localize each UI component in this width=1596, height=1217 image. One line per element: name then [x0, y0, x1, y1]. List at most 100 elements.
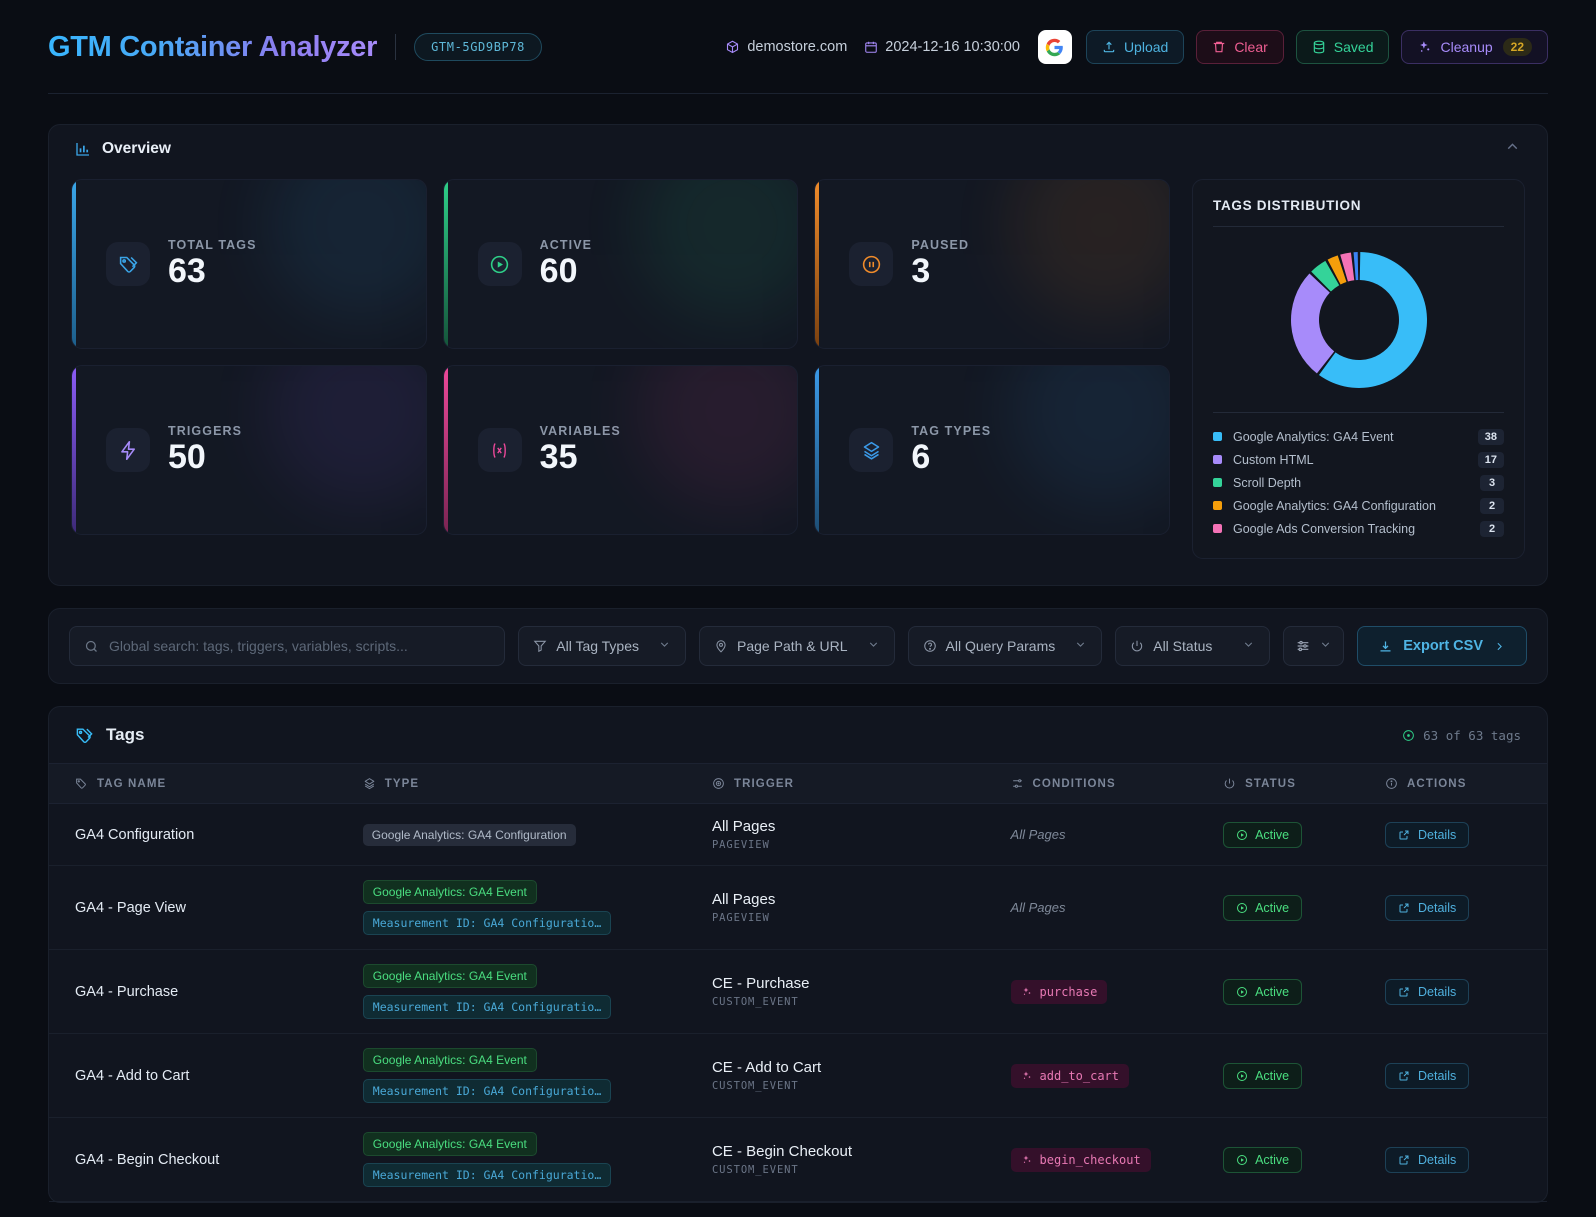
- stat-card-paused[interactable]: PAUSED 3: [814, 179, 1170, 349]
- cell-trigger: CE - Purchase CUSTOM_EVENT: [711, 949, 1011, 1034]
- app-header: GTM Container Analyzer GTM-5GD9BP78 demo…: [0, 0, 1596, 94]
- donut-slice: [1290, 272, 1334, 373]
- power-icon: [1130, 639, 1144, 653]
- tag-name-text: GA4 - Begin Checkout: [75, 1151, 220, 1168]
- overview-body: TOTAL TAGS 63 ACTIVE 60: [49, 173, 1547, 585]
- stat-card-tag-types[interactable]: TAG TYPES 6: [814, 365, 1170, 535]
- stat-value: 35: [539, 438, 578, 477]
- type-badge: Google Analytics: GA4 Event: [362, 1132, 537, 1156]
- cleanup-button[interactable]: Cleanup 22: [1401, 30, 1548, 64]
- filter-label: Page Path & URL: [737, 638, 848, 654]
- stat-card-active[interactable]: ACTIVE 60: [442, 179, 799, 349]
- cell-status: Active: [1223, 803, 1386, 866]
- status-badge[interactable]: Active: [1223, 978, 1303, 1005]
- trigger-type: CUSTOM_EVENT: [711, 996, 799, 1008]
- cell-status: Active: [1223, 865, 1386, 950]
- details-button[interactable]: Details: [1385, 1146, 1470, 1173]
- type-badge: Google Analytics: GA4 Configuration: [362, 823, 576, 846]
- stat-card-variables[interactable]: VARIABLES 35: [442, 365, 799, 535]
- table-row[interactable]: GA4 - Begin Checkout Google Analytics: GA…: [49, 1117, 1547, 1202]
- cell-type: Google Analytics: GA4 Event Measurement I…: [362, 1033, 712, 1118]
- table-row[interactable]: GA4 - Purchase Google Analytics: GA4 Even…: [49, 949, 1547, 1034]
- col-trigger[interactable]: TRIGGER: [711, 763, 1011, 804]
- upload-label: Upload: [1123, 39, 1169, 55]
- chevron-up-icon[interactable]: [1504, 138, 1521, 160]
- cell-status: Active: [1223, 1033, 1386, 1118]
- cell-type: Google Analytics: GA4 Event Measurement I…: [362, 865, 712, 950]
- details-button[interactable]: Details: [1385, 821, 1470, 848]
- saved-button[interactable]: Saved: [1295, 30, 1390, 64]
- filter-label: All Tag Types: [556, 638, 640, 654]
- col-conditions[interactable]: CONDITIONS: [1010, 763, 1224, 804]
- tag-icon: [75, 726, 94, 745]
- layers-icon: [363, 777, 376, 790]
- site-meta: demostore.com: [725, 39, 847, 55]
- external-link-icon: [1398, 1070, 1410, 1082]
- col-actions[interactable]: ACTIONS: [1385, 763, 1547, 804]
- tags-panel: Tags 63 of 63 tags: [48, 706, 1548, 1203]
- filter-query-params[interactable]: All Query Params: [907, 626, 1103, 666]
- table-row[interactable]: GA4 - Add to Cart Google Analytics: GA4 E…: [49, 1033, 1547, 1118]
- search-input[interactable]: [109, 638, 491, 654]
- title-divider: [395, 34, 397, 60]
- status-badge[interactable]: Active: [1223, 1146, 1303, 1173]
- trash-icon: [1212, 40, 1226, 54]
- trigger-type: PAGEVIEW: [711, 839, 770, 851]
- legend-color-swatch: [1213, 524, 1222, 533]
- database-icon: [1312, 40, 1326, 54]
- settings-dropdown[interactable]: [1283, 626, 1345, 666]
- google-logo-icon[interactable]: [1037, 30, 1072, 64]
- filter-label: All Query Params: [945, 638, 1056, 654]
- accent-bar: [72, 366, 76, 534]
- col-status[interactable]: STATUS: [1223, 763, 1386, 804]
- status-label: Active: [1255, 900, 1290, 915]
- pause-icon: [849, 242, 894, 286]
- legend-label: Google Analytics: GA4 Event: [1233, 429, 1394, 444]
- details-button[interactable]: Details: [1385, 978, 1470, 1005]
- details-button[interactable]: Details: [1385, 894, 1470, 921]
- clear-button[interactable]: Clear: [1196, 30, 1284, 64]
- chevron-down-icon: [658, 638, 671, 654]
- details-button[interactable]: Details: [1385, 1062, 1470, 1089]
- card-glow: [1008, 366, 1169, 506]
- stat-card-triggers[interactable]: TRIGGERS 50: [71, 365, 427, 535]
- variable-icon: [477, 428, 522, 472]
- filter-tag-types[interactable]: All Tag Types: [518, 626, 687, 666]
- play-icon: [1236, 902, 1248, 914]
- legend-row: Custom HTML 17: [1213, 448, 1504, 471]
- col-label: TYPE: [384, 777, 420, 790]
- play-icon: [1236, 829, 1248, 841]
- container-id-chip[interactable]: GTM-5GD9BP78: [414, 33, 543, 61]
- filter-status[interactable]: All Status: [1115, 626, 1271, 666]
- external-link-icon: [1398, 1154, 1410, 1166]
- overview-header[interactable]: Overview: [49, 125, 1547, 173]
- col-tag-name[interactable]: TAG NAME: [49, 763, 363, 804]
- card-glow: [265, 366, 426, 506]
- status-badge[interactable]: Active: [1223, 894, 1303, 921]
- overview-title: Overview: [102, 140, 171, 157]
- filter-page-path[interactable]: Page Path & URL: [699, 626, 895, 666]
- stat-label: TAG TYPES: [911, 424, 992, 439]
- stat-label: VARIABLES: [539, 424, 621, 439]
- card-glow: [637, 180, 798, 320]
- details-label: Details: [1418, 900, 1457, 915]
- col-label: TAG NAME: [97, 777, 167, 790]
- stat-value: 3: [911, 252, 931, 291]
- accent-bar: [815, 366, 820, 534]
- status-badge[interactable]: Active: [1223, 1062, 1303, 1089]
- details-label: Details: [1418, 1068, 1457, 1083]
- table-row[interactable]: GA4 - Page View Google Analytics: GA4 Eve…: [49, 865, 1547, 950]
- tag-icon: [75, 777, 88, 790]
- export-csv-button[interactable]: Export CSV: [1357, 626, 1527, 666]
- stat-card-total-tags[interactable]: TOTAL TAGS 63: [71, 179, 427, 349]
- col-type[interactable]: TYPE: [362, 763, 712, 804]
- stat-label: TRIGGERS: [168, 424, 243, 439]
- legend-count: 2: [1480, 497, 1504, 514]
- table-row[interactable]: GA4 Configuration Google Analytics: GA4 C…: [49, 803, 1547, 866]
- search-input-wrapper[interactable]: [69, 626, 506, 666]
- col-label: STATUS: [1245, 777, 1296, 790]
- condition-text: purchase: [1039, 984, 1098, 999]
- chevron-down-icon: [1074, 638, 1087, 654]
- status-badge[interactable]: Active: [1223, 821, 1303, 848]
- upload-button[interactable]: Upload: [1085, 30, 1185, 64]
